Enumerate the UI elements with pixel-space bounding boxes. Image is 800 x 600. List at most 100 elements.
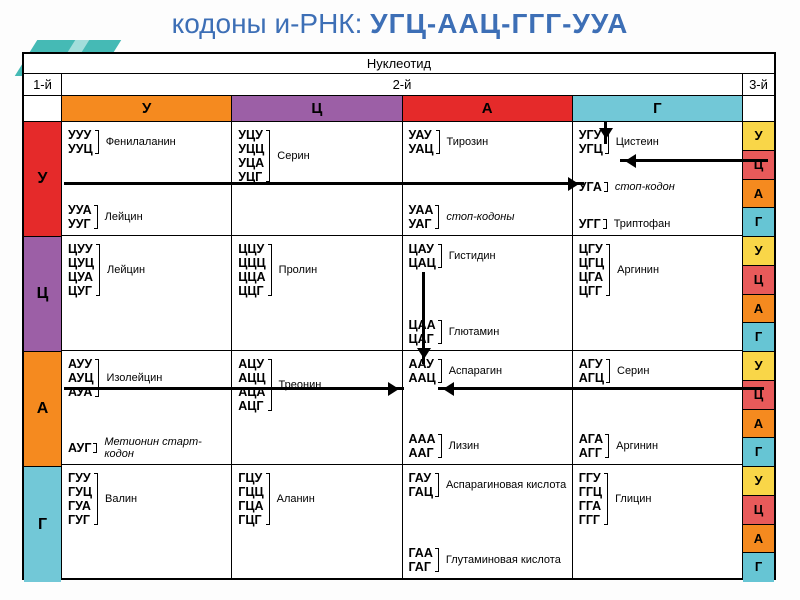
right-base: Г [743,438,774,467]
header-nucleotide: Нуклеотид [24,54,774,74]
codon-cell-r3c2: ГАУГАЦАспарагиновая кислотаГААГАГГлутами… [403,465,573,578]
amino-acid: Аланин [277,493,315,505]
right-base: Г [743,323,774,352]
codon: ААА [409,432,436,446]
codon-cell-r2c2: ААУААЦАспарагинАААААГЛизин [403,351,573,464]
col-head-3: Г [573,96,742,121]
left-base-1: Ц [24,237,61,352]
codon: УГГ [579,217,601,231]
codon: ГАУ [409,471,433,485]
amino-acid: Триптофан [614,218,671,230]
col-head-2: А [403,96,573,121]
right-base: Ц [743,151,774,180]
codon: УАА [409,203,434,217]
amino-acid: Тирозин [447,136,489,148]
codon: ЦУГ [68,284,94,298]
amino-acid: Аргинин [616,440,658,452]
left-base-0: У [24,122,61,237]
codon: ААЦ [409,371,436,385]
codon: ГГА [579,499,602,513]
codon: УУУ [68,128,93,142]
header-third: 3-й [742,74,774,96]
arrow-aac-left [438,387,764,390]
amino-acid: Лейцин [107,264,145,276]
right-base: А [743,410,774,439]
codon: АЦГ [238,399,265,413]
codon: АУГ [68,441,91,455]
amino-acid: Метионин старт-кодон [104,436,227,460]
title-prefix: кодоны и-РНК: [172,8,371,39]
codon-cell-r1c0: ЦУУЦУЦЦУАЦУГ Лейцин [62,236,232,349]
column-header: У Ц А Г [62,96,742,122]
left-column: У Ц А Г [24,96,62,578]
codon: АГУ [579,357,604,371]
codon-cell-r2c1: АЦУАЦЦАЦААЦГТреонин [232,351,402,464]
amino-acid: Глутаминовая кислота [446,554,561,566]
codon: ГЦУ [238,471,263,485]
amino-acid: Изолейцин [106,372,162,384]
left-base-2: А [24,352,61,467]
right-base: Ц [743,266,774,295]
amino-acid: Аргинин [617,264,659,276]
codon: ЦУУ [68,242,94,256]
col-head-1: Ц [232,96,402,121]
right-base: А [743,180,774,209]
codon: ЦГУ [579,242,604,256]
codon: УАУ [409,128,434,142]
codon: ЦУА [68,270,94,284]
codon: УАЦ [409,142,434,156]
right-base: А [743,295,774,324]
codon: АЦЦ [238,371,265,385]
codon-cell-r1c2: ЦАУЦАЦГистидинЦААЦАГГлютамин [403,236,573,349]
codon-cell-r2c3: АГУАГЦСеринАГААГГАргинин [573,351,742,464]
codon: ЦУЦ [68,256,94,270]
codon: ЦЦУ [238,242,265,256]
codon: ГАГ [409,560,433,574]
arrow-ugc-right [64,182,584,185]
right-base: Г [743,208,774,237]
codon: ЦГА [579,270,604,284]
codon: ГЦЦ [238,485,263,499]
page-title: кодоны и-РНК: УГЦ-ААЦ-ГГГ-УУА [0,0,800,42]
codon: ЦГЦ [579,256,604,270]
codon: АЦУ [238,357,265,371]
right-base: Ц [743,381,774,410]
amino-acid: стоп-кодон [615,181,675,193]
codon: ЦАУ [409,242,436,256]
codon: ГАЦ [409,485,433,499]
arrow-aac-right [64,387,404,390]
title-codons: УГЦ-ААЦ-ГГГ-УУА [370,8,628,39]
codon: ГУА [68,499,92,513]
codon-cell-r0c1: УЦУУЦЦУЦАУЦГСерин [232,122,402,235]
codon: ЦЦЦ [238,256,265,270]
amino-acid: Валин [105,493,137,505]
codon: ГАА [409,546,433,560]
right-base: Ц [743,496,774,525]
amino-acid: Гистидин [449,250,496,262]
codon: УАГ [409,217,434,231]
codon-cell-r3c0: ГУУГУЦГУАГУГВалин [62,465,232,578]
codon-cell-r1c1: ЦЦУЦЦЦЦЦАЦЦГПролин [232,236,402,349]
right-base: Г [743,553,774,582]
arrow-ugc-left [620,159,768,162]
arrow-ugc-down [604,122,607,144]
codon: УУЦ [68,142,93,156]
table-grid: УУУУУЦФенилаланинУУАУУГЛейцинУЦУУЦЦУЦАУЦ… [62,122,742,578]
codon: ГУГ [68,513,92,527]
right-base: А [743,525,774,554]
codon: ЦЦА [238,270,265,284]
right-base: У [743,352,774,381]
amino-acid: Цистеин [616,136,659,148]
codon: АГА [579,432,603,446]
header-first: 1-й [24,74,62,96]
codon-cell-r0c2: УАУУАЦТирозинУААУАГстоп-кодоны [403,122,573,235]
arrow-aac-down [422,272,425,364]
codon: УЦУ [238,128,264,142]
col-head-0: У [62,96,232,121]
codon: ЦЦГ [238,284,265,298]
amino-acid: Лейцин [105,211,143,223]
amino-acid: Глютамин [449,326,500,338]
amino-acid: Фенилаланин [106,136,176,148]
codon: ГГЦ [579,485,602,499]
left-base-3: Г [24,467,61,582]
